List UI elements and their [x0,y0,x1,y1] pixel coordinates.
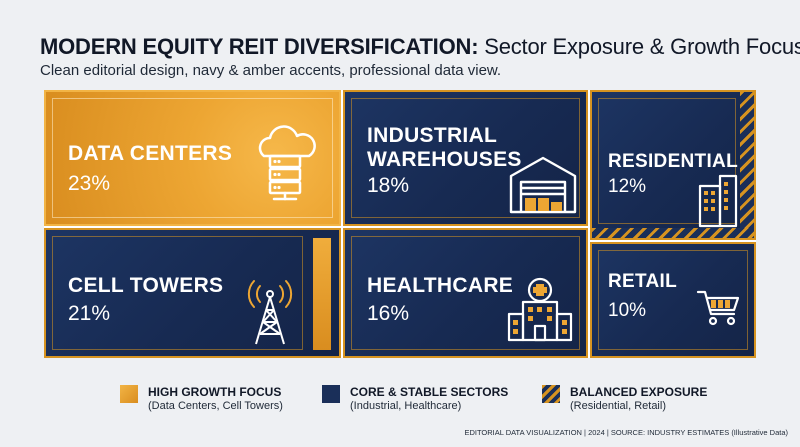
tile-label: DATA CENTERS [68,142,233,165]
tile-frame [598,98,736,224]
amber-accent-bar [313,238,331,350]
tile-frame [598,250,748,350]
legend-title: CORE & STABLE SECTORS [350,385,509,399]
legend-swatch-navy [322,385,340,403]
tile-cell-towers[interactable]: CELL TOWERS 21% [44,228,341,358]
footer-credit: EDITORIAL DATA VISUALIZATION | 2024 | SO… [464,428,788,437]
tile-value: 23% [68,172,111,195]
tile-label: CELL TOWERS [68,274,224,297]
tile-residential[interactable]: RESIDENTIAL 12% [590,90,756,240]
tile-retail[interactable]: RETAIL 10% [590,242,756,358]
hatch-pattern [592,228,754,238]
tile-label: RETAIL [608,271,677,292]
tile-healthcare[interactable]: HEALTHCARE 16% [343,228,588,358]
title-strong: MODERN EQUITY REIT DIVERSIFICATION: [40,34,479,59]
tile-value: 21% [68,302,111,325]
legend-subtitle: (Residential, Retail) [570,400,666,412]
tile-frame [52,236,303,350]
legend-title: HIGH GROWTH FOCUS [148,385,282,399]
treemap-board: DATA CENTERS 23% INDUSTRIAL WAREHOUSES 1… [44,90,756,358]
hatch-pattern [740,92,754,238]
page-subtitle: Clean editorial design, navy & amber acc… [40,62,502,79]
tile-label: RESIDENTIAL [608,151,738,172]
tile-frame [52,98,333,218]
legend-swatch-amber [120,385,138,403]
tile-value: 18% [367,174,410,197]
cell-tower-icon [247,280,293,345]
title-rest: Sector Exposure & Growth Focus [478,34,800,59]
legend-swatch-hatch [542,385,560,403]
tile-frame [351,236,580,350]
apartment-building-icon [698,174,738,228]
legend-subtitle: (Industrial, Healthcare) [350,400,462,412]
legend-title: BALANCED EXPOSURE [570,385,708,399]
legend-subtitle: (Data Centers, Cell Towers) [148,400,283,412]
tile-value: 10% [608,300,647,321]
hospital-icon [507,277,573,342]
warehouse-icon [509,156,577,214]
tile-value: 16% [367,302,410,325]
tile-value: 12% [608,176,647,197]
tile-frame [351,98,580,218]
tile-data-centers[interactable]: DATA CENTERS 23% [44,90,341,226]
cloud-server-icon [258,125,316,201]
tile-label: INDUSTRIAL WAREHOUSES [367,124,522,171]
page-title: MODERN EQUITY REIT DIVERSIFICATION: Sect… [40,34,800,60]
tile-label: HEALTHCARE [367,274,514,297]
shopping-cart-icon [696,290,740,326]
tile-industrial-warehouses[interactable]: INDUSTRIAL WAREHOUSES 18% [343,90,588,226]
